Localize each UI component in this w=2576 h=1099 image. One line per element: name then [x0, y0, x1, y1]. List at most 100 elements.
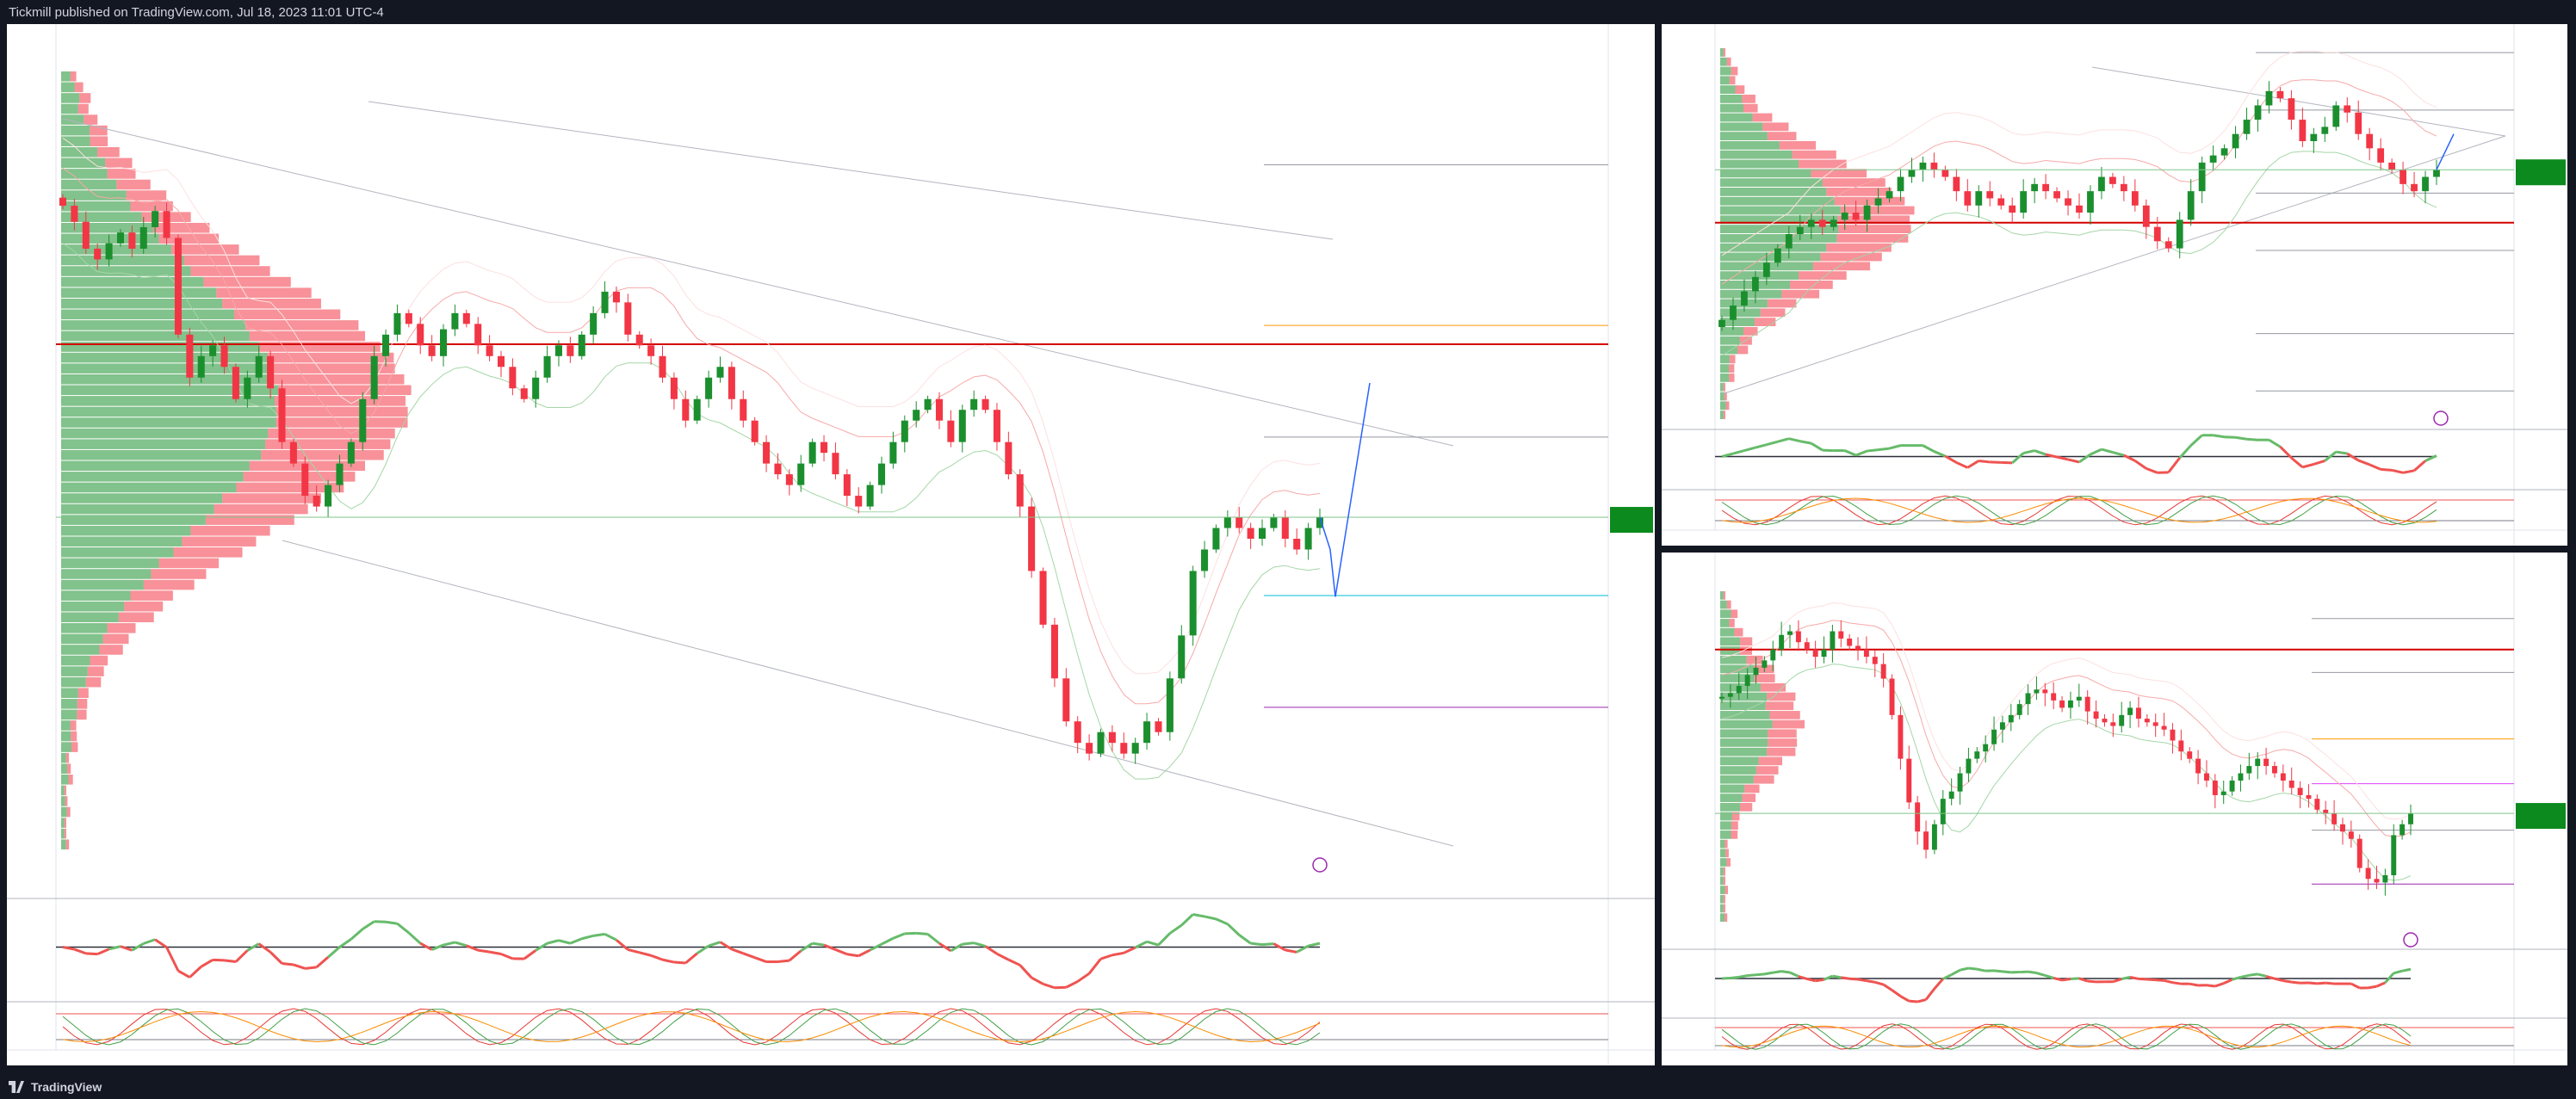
oscillator-line	[1815, 978, 1824, 983]
volume-profile-buy-bar	[1720, 215, 1838, 225]
candle-body	[1906, 758, 1912, 803]
oscillator-line	[246, 942, 260, 952]
volume-profile-sell-bar	[1826, 188, 1892, 196]
oscillator-line	[535, 942, 548, 952]
chart-panel-weekly[interactable]	[1662, 24, 2567, 546]
oscillator-line	[2357, 459, 2370, 466]
candle-body	[2348, 831, 2354, 839]
volume-profile-sell-bar	[258, 342, 381, 352]
volume-profile-sell-bar	[205, 515, 294, 525]
candle-body	[543, 355, 551, 378]
candle-body	[1804, 642, 1810, 650]
oscillator-line	[315, 956, 330, 969]
oscillator-line	[385, 920, 398, 925]
candle-body	[1874, 198, 1882, 206]
candle-body	[1812, 649, 1818, 658]
volume-profile-sell-bar	[130, 201, 173, 212]
volume-profile-buy-bar	[1720, 775, 1754, 784]
volume-profile-sell-bar	[105, 157, 133, 169]
volume-profile-sell-bar	[267, 352, 394, 363]
volume-profile-buy-bar	[61, 385, 279, 396]
candle-body	[2272, 766, 2277, 774]
oscillator-line	[1135, 940, 1148, 949]
candle-body	[1889, 678, 1895, 715]
volume-profile-sell-bar	[1769, 711, 1800, 719]
oscillator-line	[1866, 979, 1876, 984]
candle-body	[1930, 162, 1938, 170]
volume-profile-buy-bar	[61, 699, 77, 709]
oscillator-line	[869, 942, 882, 952]
volume-profile-sell-bar	[1723, 591, 1725, 600]
oscillator-line	[2112, 451, 2125, 457]
oscillator-line	[881, 936, 895, 946]
oscillator-line	[1960, 966, 1969, 972]
oscillator-line	[1968, 966, 1978, 971]
candle-body	[2255, 758, 2261, 767]
oscillator-line	[1933, 978, 1944, 990]
candle-body	[832, 453, 839, 475]
oscillator-line	[823, 943, 836, 951]
candle-body	[2374, 879, 2380, 883]
volume-profile-sell-bar	[1726, 57, 1731, 66]
candle-body	[993, 410, 1000, 442]
volume-profile-buy-bar	[61, 276, 204, 287]
candle-body	[509, 367, 517, 389]
oscillator-line	[2011, 452, 2025, 465]
oscillator-line	[569, 937, 583, 945]
chart-panel-4h[interactable]	[7, 24, 1655, 1065]
candle-body	[1247, 528, 1254, 539]
volume-profile-sell-bar	[268, 428, 395, 439]
volume-profile-sell-bar	[1767, 747, 1796, 756]
oscillator-line	[2133, 460, 2147, 470]
oscillator-line	[362, 920, 375, 930]
candle-body	[647, 345, 655, 356]
volume-profile-buy-bar	[1720, 85, 1736, 94]
oscillator-line	[443, 941, 455, 947]
candle-body	[440, 329, 448, 356]
candle-body	[2025, 693, 2031, 705]
volume-profile-buy-bar	[1720, 692, 1768, 701]
candle-body	[313, 496, 320, 507]
volume-profile-sell-bar	[64, 828, 66, 839]
oscillator-line	[1891, 989, 1902, 997]
oscillator-line	[1773, 970, 1782, 974]
oscillator-line	[1955, 461, 1968, 469]
chart-canvas-weekly[interactable]	[1662, 24, 2567, 546]
trend-channel-line	[62, 118, 1454, 447]
candle-body	[2164, 241, 2172, 249]
chart-panel-daily[interactable]	[1662, 553, 2567, 1065]
candle-body	[1259, 528, 1266, 539]
oscillator-line	[1192, 913, 1205, 918]
candle-body	[2340, 824, 2345, 832]
volume-profile-buy-bar	[1720, 289, 1782, 299]
volume-profile-buy-bar	[1720, 747, 1768, 756]
oscillator-line	[547, 939, 560, 945]
volume-profile-buy-bar	[1720, 374, 1730, 382]
volume-profile-sell-bar	[70, 720, 77, 731]
candle-body	[1316, 517, 1324, 528]
candle-body	[2153, 226, 2161, 242]
oscillator-line	[1285, 948, 1297, 954]
volume-profile-sell-bar	[102, 633, 129, 645]
oscillator-line	[2350, 982, 2361, 990]
oscillator-line	[1993, 969, 2003, 973]
oscillator-line	[2214, 982, 2225, 988]
chart-canvas-daily[interactable]	[1662, 553, 2567, 1065]
chart-canvas-4h[interactable]	[7, 24, 1655, 1065]
candle-body	[763, 441, 771, 464]
volume-profile-sell-bar	[64, 785, 66, 796]
oscillator-line	[2223, 978, 2233, 985]
volume-profile-sell-bar	[71, 731, 77, 742]
oscillator-line	[1169, 923, 1183, 935]
candle-body	[220, 345, 228, 367]
oscillator-line	[1250, 942, 1263, 947]
volume-profile-buy-bar	[61, 255, 184, 266]
volume-profile-sell-bar	[1768, 738, 1798, 747]
volume-profile-buy-bar	[61, 645, 100, 655]
tradingview-logo[interactable]: TradingView	[9, 1080, 102, 1094]
volume-profile-buy-bar	[1720, 122, 1763, 132]
oscillator-line	[165, 947, 180, 972]
candle-body	[1736, 686, 1742, 694]
volume-profile-sell-bar	[1760, 308, 1786, 318]
volume-profile-buy-bar	[61, 103, 78, 114]
